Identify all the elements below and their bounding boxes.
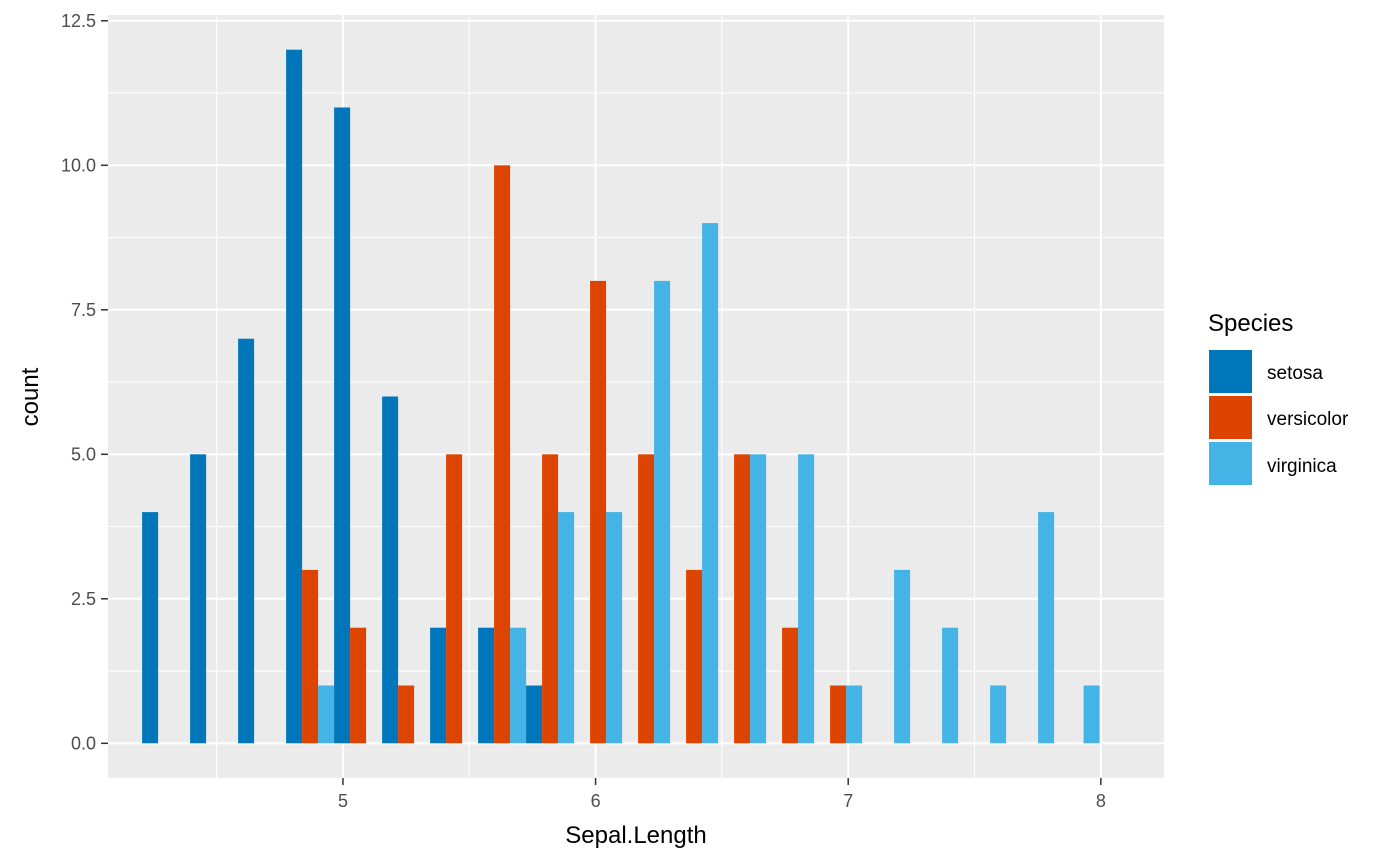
bar-virginica bbox=[846, 685, 863, 744]
y-axis-title: count bbox=[17, 367, 44, 426]
bar-virginica bbox=[942, 627, 959, 744]
bar-versicolor bbox=[830, 685, 847, 744]
bar-setosa bbox=[142, 512, 159, 744]
legend-item-setosa: setosa bbox=[1209, 350, 1323, 393]
bar-setosa bbox=[526, 685, 543, 744]
legend-key-versicolor bbox=[1209, 396, 1252, 439]
bar-versicolor bbox=[590, 280, 607, 744]
bar-virginica bbox=[654, 280, 671, 744]
x-tick-label: 5 bbox=[338, 791, 348, 811]
bar-virginica bbox=[510, 627, 527, 744]
bar-versicolor bbox=[302, 569, 319, 744]
bar-virginica bbox=[990, 685, 1007, 744]
bar-virginica bbox=[1038, 512, 1055, 744]
legend: Species setosa versicolor virginica bbox=[1208, 310, 1349, 485]
bar-virginica bbox=[702, 223, 719, 744]
legend-key-setosa bbox=[1209, 350, 1252, 393]
x-tick-label: 8 bbox=[1096, 791, 1106, 811]
y-tick-label: 10.0 bbox=[61, 155, 96, 175]
legend-label-versicolor: versicolor bbox=[1267, 409, 1349, 430]
x-tick-label: 7 bbox=[843, 791, 853, 811]
bar-virginica bbox=[318, 685, 335, 744]
x-tick-label: 6 bbox=[591, 791, 601, 811]
y-tick-label: 0.0 bbox=[71, 733, 96, 753]
bar-setosa bbox=[382, 396, 399, 744]
bar-virginica bbox=[798, 454, 815, 744]
bar-versicolor bbox=[686, 569, 703, 744]
bar-virginica bbox=[558, 512, 575, 744]
bar-versicolor bbox=[398, 685, 415, 744]
y-tick-label: 2.5 bbox=[71, 589, 96, 609]
bar-versicolor bbox=[542, 454, 559, 744]
y-tick-label: 7.5 bbox=[71, 300, 96, 320]
legend-title: Species bbox=[1208, 310, 1293, 337]
bar-setosa bbox=[430, 627, 447, 744]
bar-versicolor bbox=[782, 627, 799, 744]
bar-versicolor bbox=[446, 454, 463, 744]
legend-item-versicolor: versicolor bbox=[1209, 396, 1349, 439]
x-axis-title: Sepal.Length bbox=[565, 822, 706, 849]
bar-virginica bbox=[894, 569, 911, 744]
bar-virginica bbox=[606, 512, 623, 744]
legend-item-virginica: virginica bbox=[1209, 442, 1337, 485]
y-tick-label: 12.5 bbox=[61, 11, 96, 31]
bar-setosa bbox=[238, 338, 255, 744]
bar-versicolor bbox=[350, 627, 367, 744]
legend-label-virginica: virginica bbox=[1267, 456, 1337, 477]
legend-label-setosa: setosa bbox=[1267, 363, 1323, 384]
x-axis: 5 6 7 8 bbox=[338, 778, 1106, 811]
bar-versicolor bbox=[734, 454, 751, 744]
bar-versicolor bbox=[638, 454, 655, 744]
bar-virginica bbox=[750, 454, 767, 744]
minor-gridlines bbox=[108, 15, 1164, 778]
bar-setosa bbox=[286, 49, 303, 744]
bar-setosa bbox=[478, 627, 495, 744]
bar-setosa bbox=[334, 107, 351, 744]
bar-setosa bbox=[190, 454, 207, 744]
y-axis: 0.0 2.5 5.0 7.5 10.0 12.5 bbox=[61, 11, 108, 753]
bars bbox=[142, 49, 1100, 744]
bar-virginica bbox=[1083, 685, 1100, 744]
bar-versicolor bbox=[494, 165, 511, 744]
y-tick-label: 5.0 bbox=[71, 444, 96, 464]
plot-panel bbox=[108, 15, 1164, 778]
legend-key-virginica bbox=[1209, 442, 1252, 485]
